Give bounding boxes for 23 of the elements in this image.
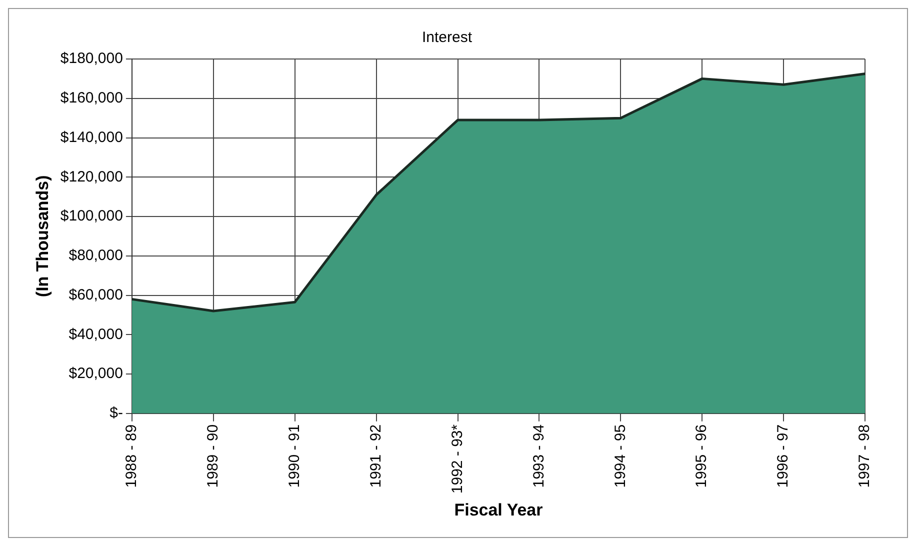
y-tick-label: $100,000 (60, 208, 123, 225)
y-tick-label: $- (110, 404, 123, 422)
x-tick-label: 1995 - 96 (693, 424, 710, 488)
x-tick-label: 1988 - 89 (123, 424, 140, 488)
chart-title: Interest (422, 29, 473, 46)
y-tick-label: $80,000 (68, 247, 123, 264)
y-tick-label: $60,000 (68, 286, 123, 304)
y-tick-label: $20,000 (68, 365, 123, 382)
y-tick-label: $160,000 (60, 90, 123, 107)
x-tick-label: 1997 - 98 (856, 424, 874, 488)
x-tick-label: 1993 - 94 (530, 424, 548, 488)
x-tick-label: 1991 - 92 (367, 424, 384, 488)
y-tick-label: $180,000 (60, 50, 123, 68)
x-tick-label: 1992 - 93* (448, 424, 466, 494)
y-axis-title: (In Thousands) (32, 175, 52, 298)
y-tick-label: $140,000 (60, 128, 123, 146)
x-tick-label: 1994 - 95 (612, 424, 629, 488)
y-tick-label: $40,000 (68, 326, 123, 343)
y-tick-label: $120,000 (60, 168, 123, 186)
x-tick-label: 1989 - 90 (204, 424, 222, 488)
x-tick-label: 1990 - 91 (286, 424, 303, 488)
x-tick-label: 1996 - 97 (774, 424, 792, 488)
x-axis-title: Fiscal Year (454, 500, 544, 520)
